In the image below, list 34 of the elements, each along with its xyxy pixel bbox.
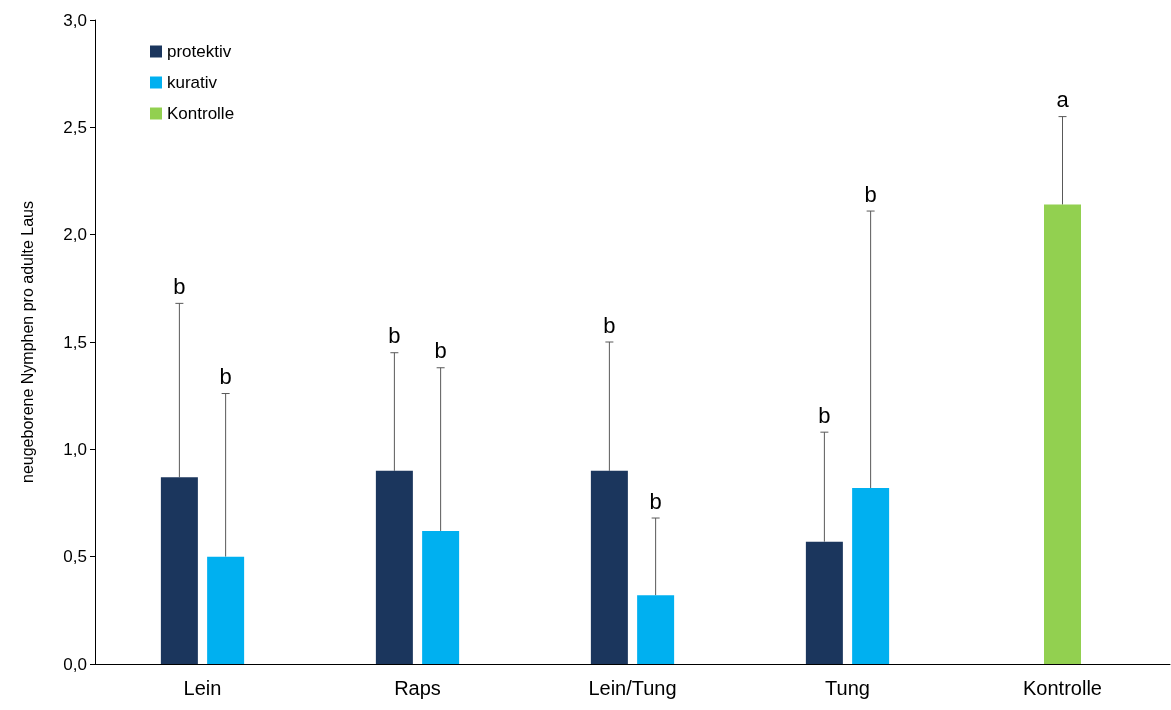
annotation: b <box>173 273 186 299</box>
bar <box>375 470 413 664</box>
y-tick-label: 3,0 <box>63 10 87 30</box>
x-tick-label: Raps <box>394 677 441 699</box>
legend-label: Kontrolle <box>167 104 235 123</box>
y-axis-title: neugeborene Nymphen pro adulte Laus <box>18 201 36 483</box>
annotation: b <box>818 402 831 428</box>
annotation: b <box>603 312 616 338</box>
annotation: a <box>1056 87 1070 113</box>
annotation: b <box>649 488 662 514</box>
x-tick-label: Lein/Tung <box>588 677 677 699</box>
annotation: b <box>219 364 232 390</box>
bar <box>590 470 628 664</box>
y-tick-label: 2,5 <box>63 117 87 137</box>
x-tick-label: Kontrolle <box>1023 677 1102 699</box>
legend-label: protektiv <box>167 42 232 61</box>
bar <box>160 477 198 664</box>
bar <box>1044 204 1081 664</box>
y-tick-label: 1,5 <box>63 332 87 352</box>
bar <box>207 556 245 664</box>
x-tick-label: Tung <box>825 677 870 699</box>
bar <box>805 541 843 664</box>
x-tick-label: Lein <box>183 677 222 699</box>
y-tick-label: 0,5 <box>63 547 87 567</box>
y-tick-label: 0,0 <box>63 654 87 674</box>
annotation: b <box>434 338 447 364</box>
y-tick-label: 1,0 <box>63 439 87 459</box>
y-tick-label: 2,0 <box>63 225 87 245</box>
legend-label: kurativ <box>167 73 218 92</box>
bar <box>422 530 460 664</box>
annotation: b <box>864 181 877 207</box>
bar <box>852 487 890 664</box>
bar <box>637 595 675 664</box>
annotation: b <box>388 323 401 349</box>
